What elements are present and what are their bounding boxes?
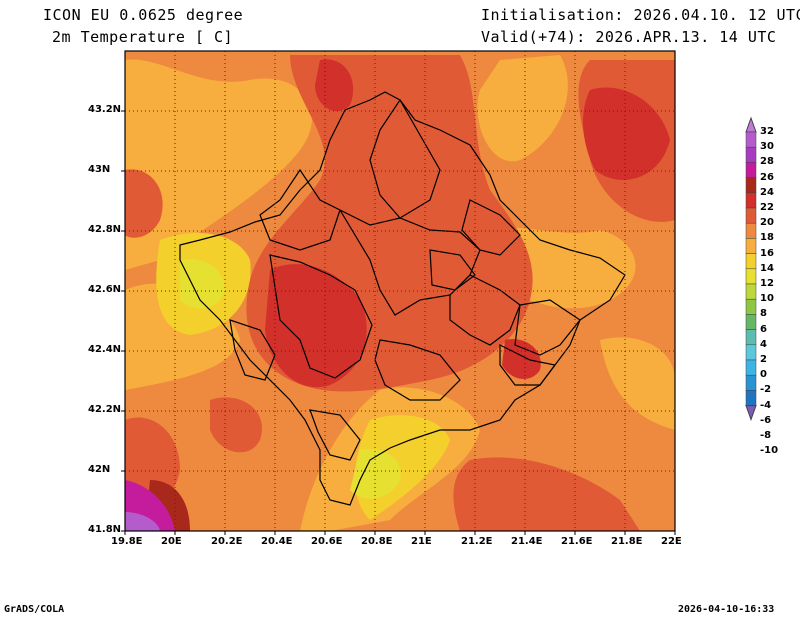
lat-tick-label: 43N <box>88 164 111 175</box>
colorbar-swatch <box>745 207 757 224</box>
lon-tick-label: 20E <box>161 536 182 547</box>
colorbar-label: 10 <box>760 293 774 305</box>
colorbar-label: 2 <box>760 354 767 365</box>
colorbar <box>745 116 757 422</box>
colorbar-label: 4 <box>760 338 767 350</box>
colorbar-swatch <box>745 131 757 148</box>
valid-time: Valid(+74): 2026.APR.13. 14 UTC <box>481 28 777 46</box>
colorbar-swatch <box>745 390 757 406</box>
lat-tick-label: 42.8N <box>88 224 122 235</box>
colorbar-swatch <box>745 314 757 330</box>
colorbar-label: -4 <box>760 399 772 411</box>
colorbar-swatch <box>745 344 757 361</box>
colorbar-label: 16 <box>760 247 774 259</box>
colorbar-swatch <box>745 329 757 346</box>
lat-tick-label: 41.8N <box>88 524 122 535</box>
lon-tick-label: 21.4E <box>511 536 543 547</box>
colorbar-label: 0 <box>760 369 767 381</box>
init-time: Initialisation: 2026.04.10. 12 UTC <box>481 6 800 24</box>
colorbar-label: -2 <box>760 384 772 396</box>
colorbar-label: 6 <box>760 323 767 335</box>
lon-tick-label: 19.8E <box>111 536 143 547</box>
colorbar-label: 12 <box>760 278 774 289</box>
colorbar-swatch <box>745 268 757 285</box>
lat-tick-label: 42N <box>88 464 111 475</box>
colorbar-label: 18 <box>760 232 774 244</box>
colorbar-label: 14 <box>760 262 774 274</box>
model-title: ICON EU 0.0625 degree <box>43 6 244 24</box>
colorbar-swatch <box>745 283 757 300</box>
colorbar-label: 24 <box>760 186 774 198</box>
colorbar-label: 26 <box>760 171 774 183</box>
colorbar-bottom-arrow <box>745 405 757 422</box>
colorbar-swatch <box>745 162 757 178</box>
colorbar-label: 28 <box>760 156 774 168</box>
colorbar-label: 20 <box>760 217 774 229</box>
border-lines <box>179 91 626 506</box>
lon-tick-label: 21E <box>411 536 432 547</box>
lon-tick-label: 20.4E <box>261 536 293 547</box>
colorbar-swatch <box>745 238 757 254</box>
colorbar-swatch <box>745 374 757 391</box>
lat-tick-label: 42.2N <box>88 404 122 415</box>
colorbar-swatch <box>745 253 757 270</box>
lon-tick-label: 20.2E <box>211 536 243 547</box>
colorbar-top-arrow <box>745 116 757 133</box>
colorbar-swatch <box>745 146 757 163</box>
colorbar-label: 30 <box>760 141 774 153</box>
lon-tick-label: 22E <box>661 536 682 547</box>
colorbar-swatch <box>745 298 757 315</box>
colorbar-label: 32 <box>760 126 774 137</box>
timestamp-label: 2026-04-10-16:33 <box>678 604 775 615</box>
axis-ticks <box>121 110 676 535</box>
variable-title: 2m Temperature [ C] <box>52 28 234 46</box>
lon-tick-label: 21.2E <box>461 536 493 547</box>
colorbar-label: -10 <box>760 445 779 457</box>
lon-tick-label: 21.8E <box>611 536 643 547</box>
colorbar-label: -8 <box>760 430 772 441</box>
lat-tick-label: 43.2N <box>88 104 122 115</box>
colorbar-swatch <box>745 222 757 239</box>
lon-tick-label: 20.8E <box>361 536 393 547</box>
lat-tick-label: 42.6N <box>88 284 122 295</box>
lat-tick-label: 42.4N <box>88 344 122 355</box>
lon-tick-label: 21.6E <box>561 536 593 547</box>
colorbar-swatch <box>745 359 757 376</box>
temperature-field <box>125 51 675 531</box>
lon-tick-label: 20.6E <box>311 536 343 547</box>
colorbar-swatch <box>745 177 757 194</box>
colorbar-label: 8 <box>760 308 767 320</box>
colorbar-swatch <box>745 192 757 209</box>
colorbar-label: -6 <box>760 414 772 426</box>
credit-label: GrADS/COLA <box>4 604 65 615</box>
grid-lines <box>125 51 675 531</box>
colorbar-label: 22 <box>760 202 774 213</box>
